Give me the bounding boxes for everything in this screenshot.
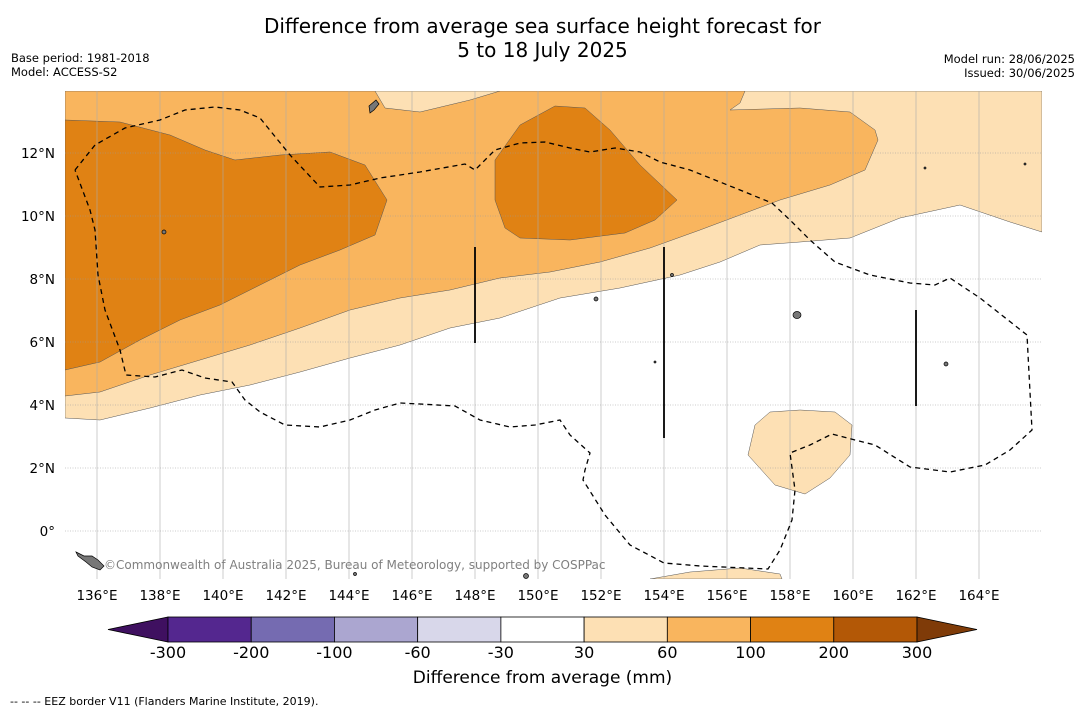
lon-label: 144°E [328,588,369,604]
lat-label: 4°N [30,398,55,414]
base-period: Base period: 1981-2018 [11,51,150,65]
lon-label: 154°E [643,588,684,604]
colorbar-segment [250,616,335,643]
colorbar-tick-label: 60 [657,643,678,662]
island-small-1 [670,273,674,277]
island-bottom [523,573,529,579]
island-kosrae [943,361,949,367]
eez-footnote: -- -- -- EEZ border V11 (Flanders Marine… [10,695,319,708]
colorbar-segment [417,616,502,643]
lat-label: 12°N [21,146,55,162]
colorbar-tick-label: 200 [818,643,850,662]
lon-label: 152°E [580,588,621,604]
island-chuuk [593,296,599,302]
island-new-guinea [75,551,105,571]
lat-label: 2°N [30,461,55,477]
island-pohnpei [792,311,802,319]
contour-100-200-west [65,119,388,371]
model-info: Base period: 1981-2018 Model: ACCESS-S2 [11,51,150,79]
colorbar-segment [334,616,419,643]
lon-label: 138°E [139,588,180,604]
lat-label: 6°N [30,335,55,351]
colorbar-segment [666,616,751,643]
island-small-5 [353,572,357,576]
transect-markers [474,247,917,438]
eez-border [74,106,1033,570]
lon-label: 150°E [517,588,558,604]
lon-label: 142°E [265,588,306,604]
lon-label: 158°E [769,588,810,604]
graticule [65,152,1042,532]
colorbar-segment [500,616,585,643]
lon-label: 156°E [706,588,747,604]
contour-30-60-top [374,91,501,113]
map-title: Difference from average sea surface heig… [0,14,1085,62]
colorbar-tick-label: 30 [573,643,595,662]
colorbar-tick-label: -100 [316,643,353,662]
colorbar-tick-label: -200 [233,643,270,662]
model-name: Model: ACCESS-S2 [11,65,118,79]
island-guam [368,99,380,114]
lon-label: 140°E [202,588,243,604]
lon-label: 162°E [895,588,936,604]
model-run: Model run: 28/06/2025 [943,52,1075,66]
colorbar-tick-label: 100 [735,643,766,662]
colorbar-segment [750,616,835,643]
colorbar-segment [833,616,918,643]
issued-date: Issued: 30/06/2025 [964,66,1075,80]
colorbar-tick-label: 300 [901,643,933,662]
lon-label: 164°E [958,588,999,604]
anomaly-contours [65,91,1042,579]
island-small-2 [653,360,657,364]
colorbar-extend-high [916,616,978,643]
colorbar-segment [167,616,252,643]
lon-label: 146°E [391,588,432,604]
lat-label: 10°N [21,209,55,225]
lon-label: 160°E [832,588,873,604]
lon-label: 136°E [76,588,117,604]
colorbar-tick-label: -300 [149,643,187,662]
title-line-2: 5 to 18 July 2025 [457,38,628,62]
lat-label: 8°N [30,272,55,288]
run-info: Model run: 28/06/2025 Issued: 30/06/2025 [944,52,1075,80]
island-small-4 [1023,162,1027,166]
colorbar-label: Difference from average (mm) [412,668,673,688]
contour-30-60-east [747,409,853,495]
title-line-1: Difference from average sea surface heig… [263,14,822,38]
lon-label: 148°E [454,588,495,604]
colorbar-segment [583,616,668,643]
contour-100-200-center [494,105,678,241]
contour-30-60-bottom [649,567,783,579]
island-small-3 [923,166,927,170]
longitude-labels: 136°E 138°E 140°E 142°E 144°E 146°E 148°… [76,588,999,604]
colorbar-extend-low [107,616,169,643]
lat-label: 0° [40,524,55,540]
colorbar-tick-label: -60 [404,643,431,662]
colorbar [107,616,978,643]
island-yap [161,229,167,235]
colorbar-tick-label: -30 [487,643,514,662]
copyright-credit: ©Commonwealth of Australia 2025, Bureau … [104,558,606,572]
latitude-labels: 12°N 10°N 8°N 6°N 4°N 2°N 0° [21,146,55,540]
islands [75,99,1027,579]
